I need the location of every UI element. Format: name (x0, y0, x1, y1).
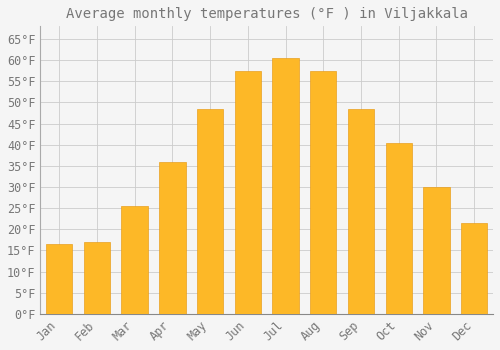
Bar (272, 58, 299, 314)
Bar (424, 187, 450, 314)
Bar (310, 71, 336, 314)
Bar (386, 142, 412, 314)
Bar (122, 206, 148, 314)
Bar (159, 162, 186, 314)
Bar (234, 71, 261, 314)
Bar (197, 109, 224, 314)
Bar (348, 109, 374, 314)
Bar (461, 223, 487, 314)
Bar (46, 244, 72, 314)
Bar (84, 242, 110, 314)
Title: Average monthly temperatures (°F ) in Viljakkala: Average monthly temperatures (°F ) in Vi… (66, 7, 468, 21)
